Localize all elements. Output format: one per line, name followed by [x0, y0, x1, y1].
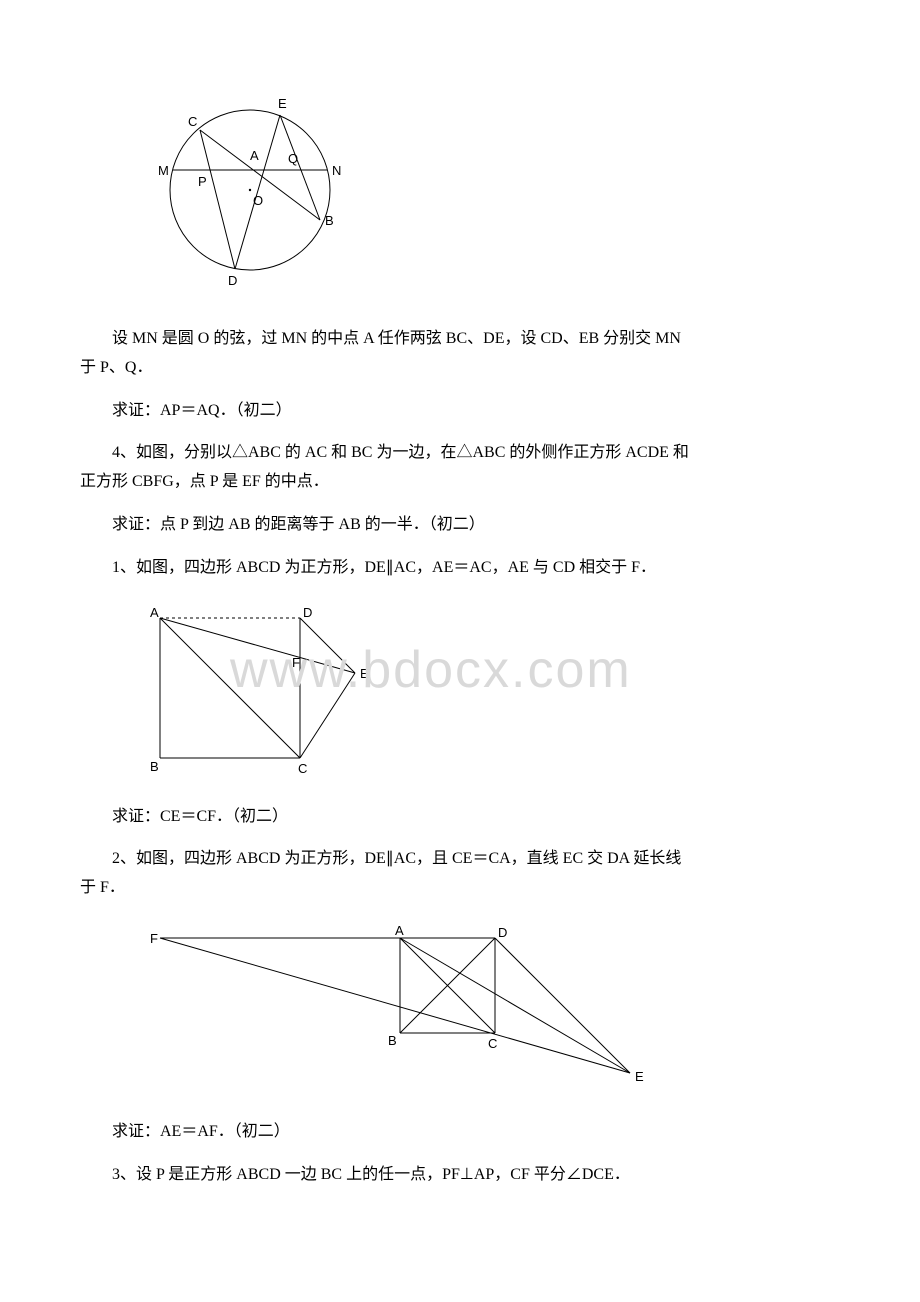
paragraph-3: 4、如图，分别以△ABC 的 AC 和 BC 为一边，在△ABC 的外侧作正方形… [80, 439, 840, 497]
square1-svg: A D F E B C [140, 603, 400, 778]
paragraph-9: 3、设 P 是正方形 ABCD 一边 BC 上的任一点，PF⊥AP，CF 平分∠… [80, 1161, 840, 1190]
label-d: D [228, 273, 237, 288]
label-a: A [250, 148, 259, 163]
label-d2: D [303, 605, 312, 620]
paragraph-7: 2、如图，四边形 ABCD 为正方形，DE∥AC，且 CE＝CA，直线 EC 交… [80, 845, 840, 903]
figure-square-2: F A D B C E [140, 923, 840, 1098]
paragraph-3-l2: 正方形 CBFG，点 P 是 EF 的中点． [80, 468, 840, 497]
label-b2: B [150, 759, 159, 774]
label-m: M [158, 163, 169, 178]
label-a3: A [395, 923, 404, 938]
label-d3: D [498, 925, 507, 940]
paragraph-1: 设 MN 是圆 O 的弦，过 MN 的中点 A 任作两弦 BC、DE，设 CD、… [80, 325, 840, 383]
label-c2: C [298, 761, 307, 776]
label-n: N [332, 163, 341, 178]
label-e3: E [635, 1069, 644, 1084]
figure-circle: E C A Q M N P O B D [140, 80, 840, 305]
paragraph-2: 求证：AP＝AQ．（初二） [80, 397, 840, 426]
paragraph-1-l1: 设 MN 是圆 O 的弦，过 MN 的中点 A 任作两弦 BC、DE，设 CD、… [80, 325, 840, 354]
circle-diagram-svg: E C A Q M N P O B D [140, 80, 370, 300]
paragraph-8: 求证：AE＝AF．（初二） [80, 1118, 840, 1147]
label-a2: A [150, 605, 159, 620]
paragraph-5: 1、如图，四边形 ABCD 为正方形，DE∥AC，AE＝AC，AE 与 CD 相… [80, 554, 840, 583]
label-e: E [278, 96, 287, 111]
label-q: Q [288, 151, 298, 166]
paragraph-4: 求证：点 P 到边 AB 的距离等于 AB 的一半．（初二） [80, 511, 840, 540]
paragraph-6: 求证：CE＝CF．（初二） [80, 803, 840, 832]
paragraph-7-l2: 于 F． [80, 874, 840, 903]
label-o: O [253, 193, 263, 208]
label-p: P [198, 174, 207, 189]
figure-square-1: A D F E B C [140, 603, 840, 783]
paragraph-1-l2: 于 P、Q． [80, 354, 840, 383]
label-c: C [188, 114, 197, 129]
label-f3: F [150, 931, 158, 946]
paragraph-3-l1: 4、如图，分别以△ABC 的 AC 和 BC 为一边，在△ABC 的外侧作正方形… [80, 439, 840, 468]
label-b3: B [388, 1033, 397, 1048]
square2-svg: F A D B C E [140, 923, 700, 1093]
label-f2: F [292, 655, 300, 670]
paragraph-7-l1: 2、如图，四边形 ABCD 为正方形，DE∥AC，且 CE＝CA，直线 EC 交… [80, 845, 840, 874]
label-c3: C [488, 1036, 497, 1051]
label-b: B [325, 213, 334, 228]
label-e2: E [360, 666, 369, 681]
